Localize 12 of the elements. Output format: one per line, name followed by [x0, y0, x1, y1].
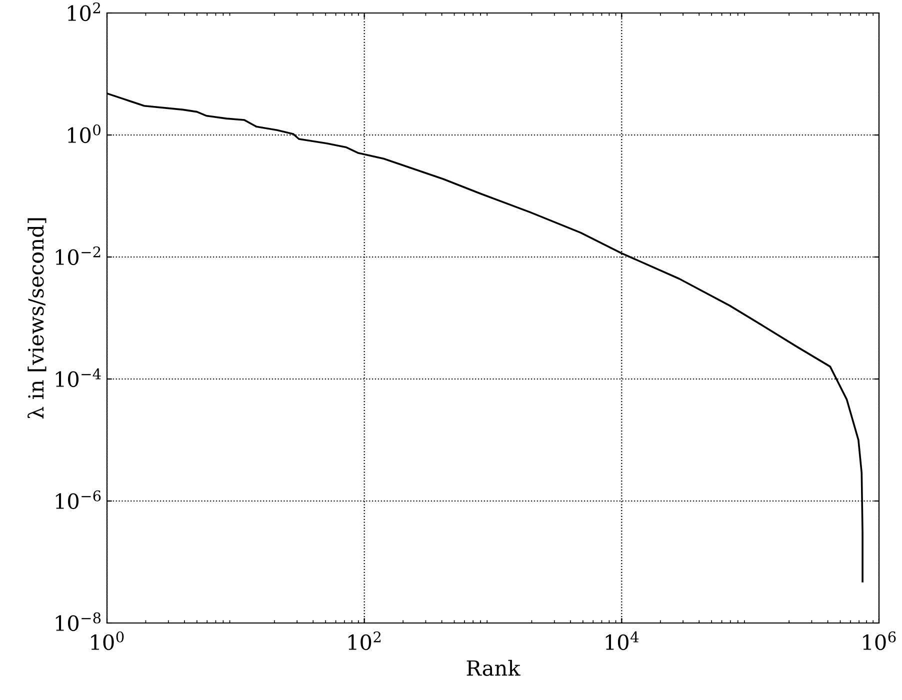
x-tick-label: 10$^{0}$	[91, 631, 124, 650]
x-tick-label: 10$^{6}$	[863, 631, 896, 650]
y-axis-title: λ in [views/second]	[28, 218, 46, 419]
y-tick-label: 10$^{−6}$	[56, 490, 101, 510]
y-tick-label: 10$^{−4}$	[56, 368, 101, 388]
y-tick-label: 10$^{2}$	[68, 2, 100, 22]
y-tick-label: 10$^{−8}$	[56, 612, 101, 632]
y-tick-label: 10$^{0}$	[68, 124, 100, 144]
x-tick-label: 10$^{2}$	[348, 631, 381, 650]
y-tick-label: 10$^{−2}$	[56, 246, 100, 266]
x-tick-label: 10$^{4}$	[606, 631, 639, 650]
x-axis-title: Rank	[466, 660, 520, 676]
